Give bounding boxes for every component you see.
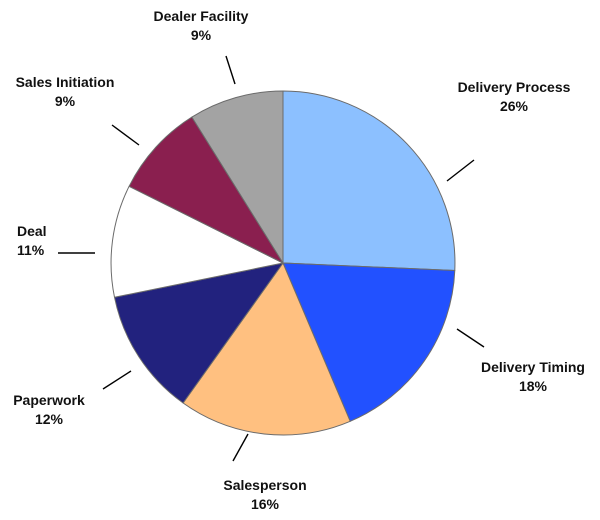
slice-name: Paperwork bbox=[13, 392, 85, 408]
slice-percent: 9% bbox=[190, 27, 212, 43]
leader-line-delivery-timing bbox=[456, 328, 485, 348]
slice-percent: 12% bbox=[34, 411, 64, 427]
slice-salesperson bbox=[182, 262, 351, 436]
slice-percent: 18% bbox=[518, 378, 548, 394]
data-label-deal: Deal 11% bbox=[17, 222, 67, 260]
slice-dealer-facility bbox=[191, 90, 284, 264]
leader-line-dealer-facility bbox=[225, 55, 236, 85]
slice-percent: 16% bbox=[250, 496, 280, 512]
pie bbox=[110, 90, 456, 436]
slice-name: Delivery Process bbox=[457, 79, 571, 95]
leader-line-sales-initiation bbox=[111, 124, 140, 146]
slice-name: Delivery Timing bbox=[480, 359, 585, 375]
slice-percent: 11% bbox=[17, 242, 45, 258]
slice-delivery-timing bbox=[282, 262, 456, 422]
data-label-salesperson: Salesperson 16% bbox=[210, 476, 320, 514]
slice-name: Deal bbox=[17, 223, 47, 239]
slice-name: Dealer Facility bbox=[153, 8, 249, 24]
data-label-delivery-process: Delivery Process 26% bbox=[450, 78, 578, 116]
slice-percent: 9% bbox=[54, 93, 76, 109]
slice-paperwork bbox=[114, 262, 284, 404]
data-label-sales-initiation: Sales Initiation 9% bbox=[5, 73, 125, 111]
leader-line-paperwork bbox=[102, 370, 132, 390]
slice-deal bbox=[110, 185, 284, 298]
leader-line-salesperson bbox=[232, 433, 249, 462]
slice-percent: 26% bbox=[499, 98, 529, 114]
slice-name: Sales Initiation bbox=[15, 74, 115, 90]
leader-lines bbox=[58, 55, 485, 462]
data-label-dealer-facility: Dealer Facility 9% bbox=[139, 7, 263, 45]
slice-delivery-process bbox=[282, 90, 456, 271]
slice-name: Salesperson bbox=[223, 477, 307, 493]
slice-sales-initiation bbox=[128, 116, 284, 264]
data-label-delivery-timing: Delivery Timing 18% bbox=[472, 358, 594, 396]
data-label-paperwork: Paperwork 12% bbox=[6, 391, 92, 429]
leader-line-delivery-process bbox=[446, 159, 475, 182]
